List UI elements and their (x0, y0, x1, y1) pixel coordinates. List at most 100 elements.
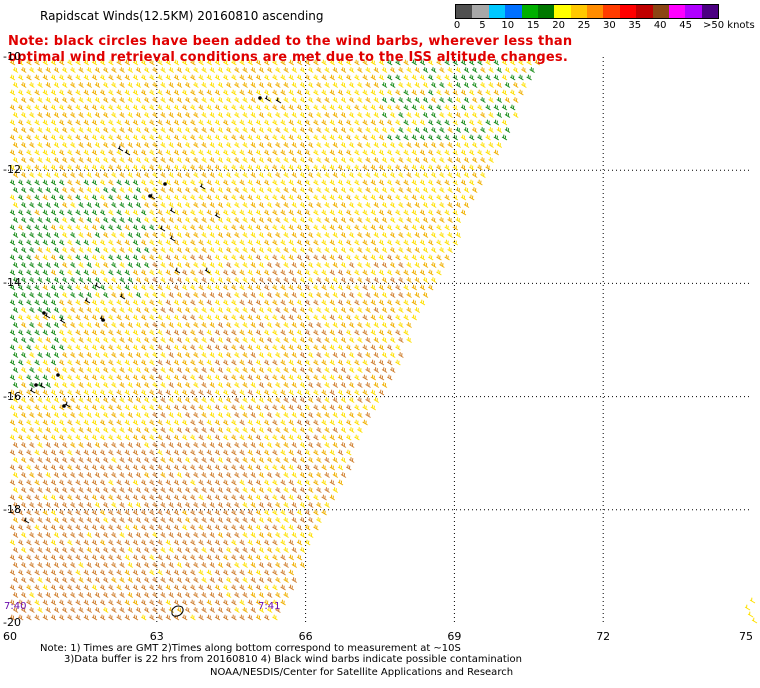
wind-barb (198, 554, 204, 561)
wind-barb (206, 224, 213, 231)
wind-barb (184, 397, 191, 403)
wind-barb (321, 464, 327, 471)
wind-barb (91, 119, 98, 126)
wind-barb (152, 67, 158, 73)
legend-swatch-4 (521, 5, 538, 18)
wind-barb (266, 472, 273, 478)
wind-barb (45, 577, 52, 583)
wind-barb (143, 97, 150, 103)
wind-barb (509, 104, 516, 111)
wind-barb (340, 172, 347, 178)
wind-barb (149, 449, 155, 456)
wind-barb (255, 434, 262, 441)
wind-barb (455, 172, 462, 178)
wind-barb (20, 217, 27, 223)
wind-barb (365, 112, 371, 118)
wind-barb (275, 592, 281, 598)
wind-barb (67, 419, 73, 426)
wind-barb (398, 157, 404, 163)
wind-barb (9, 119, 16, 126)
wind-barb (190, 374, 196, 381)
wind-barb (521, 82, 527, 88)
wind-barb (17, 254, 24, 261)
wind-barb (140, 329, 147, 336)
wind-barb (140, 599, 147, 606)
wind-barb (34, 449, 40, 456)
wind-barb (447, 157, 453, 163)
wind-barb (263, 554, 270, 561)
wind-barb (102, 502, 109, 508)
wind-barb (255, 59, 262, 66)
contaminated-wind-barb (264, 95, 271, 102)
wind-barb (127, 382, 134, 388)
wind-barb (193, 112, 199, 118)
wind-barb (45, 127, 52, 133)
wind-barb (422, 217, 429, 223)
wind-barb (247, 479, 254, 486)
wind-barb (307, 427, 314, 433)
wind-barb (67, 329, 73, 336)
wind-barb (444, 119, 450, 126)
wind-barb (201, 157, 207, 163)
wind-barb (439, 142, 445, 148)
wind-barb (354, 104, 360, 111)
wind-barb (280, 464, 286, 471)
wind-barb (365, 202, 371, 208)
wind-barb (108, 269, 114, 276)
wind-barb (403, 254, 409, 261)
wind-barb (83, 539, 90, 546)
wind-barb (12, 457, 19, 463)
wind-barb (143, 322, 150, 328)
wind-barb (108, 419, 114, 426)
wind-barb (181, 269, 188, 276)
wind-barb (157, 524, 163, 531)
wind-barb (214, 104, 221, 111)
wind-barb (70, 307, 76, 313)
wind-barb (296, 134, 303, 141)
wind-barb (255, 419, 262, 426)
wind-barb (124, 554, 131, 561)
wind-barb (127, 532, 134, 538)
wind-barb (184, 517, 191, 523)
wind-barb (209, 397, 216, 403)
wind-barb (160, 442, 166, 448)
wind-barb (12, 337, 19, 343)
wind-barb (488, 97, 494, 103)
wind-barb (190, 554, 196, 561)
wind-barb (452, 179, 459, 186)
wind-barb (283, 352, 289, 358)
wind-barb (53, 502, 60, 508)
wind-barb (181, 224, 188, 231)
wind-barb (61, 532, 68, 538)
wind-barb (9, 164, 16, 171)
wind-barb (242, 427, 248, 433)
wind-barb (132, 464, 139, 471)
wind-barb (91, 449, 98, 456)
wind-barb (181, 539, 188, 546)
wind-barb (181, 239, 188, 246)
wind-barb (329, 224, 336, 231)
wind-barb (275, 472, 281, 478)
wind-barb (45, 172, 52, 178)
wind-barb (258, 517, 265, 523)
wind-barb (152, 112, 158, 118)
wind-barb (275, 187, 281, 193)
wind-barb (324, 217, 330, 223)
wind-barb (357, 322, 363, 328)
wind-barb (201, 127, 207, 133)
wind-barb (444, 254, 450, 261)
wind-barb (291, 157, 298, 163)
wind-barb (119, 427, 125, 433)
wind-barb (37, 277, 43, 283)
wind-barb (50, 134, 57, 141)
wind-barb (313, 464, 319, 471)
wind-barb (299, 262, 306, 268)
wind-barb (324, 307, 330, 313)
wind-barb (324, 442, 330, 448)
wind-barb (255, 254, 262, 261)
wind-barb (50, 539, 57, 546)
wind-barb (345, 419, 352, 426)
wind-barb (168, 262, 175, 268)
wind-barb (258, 157, 265, 163)
wind-barb (485, 74, 491, 81)
